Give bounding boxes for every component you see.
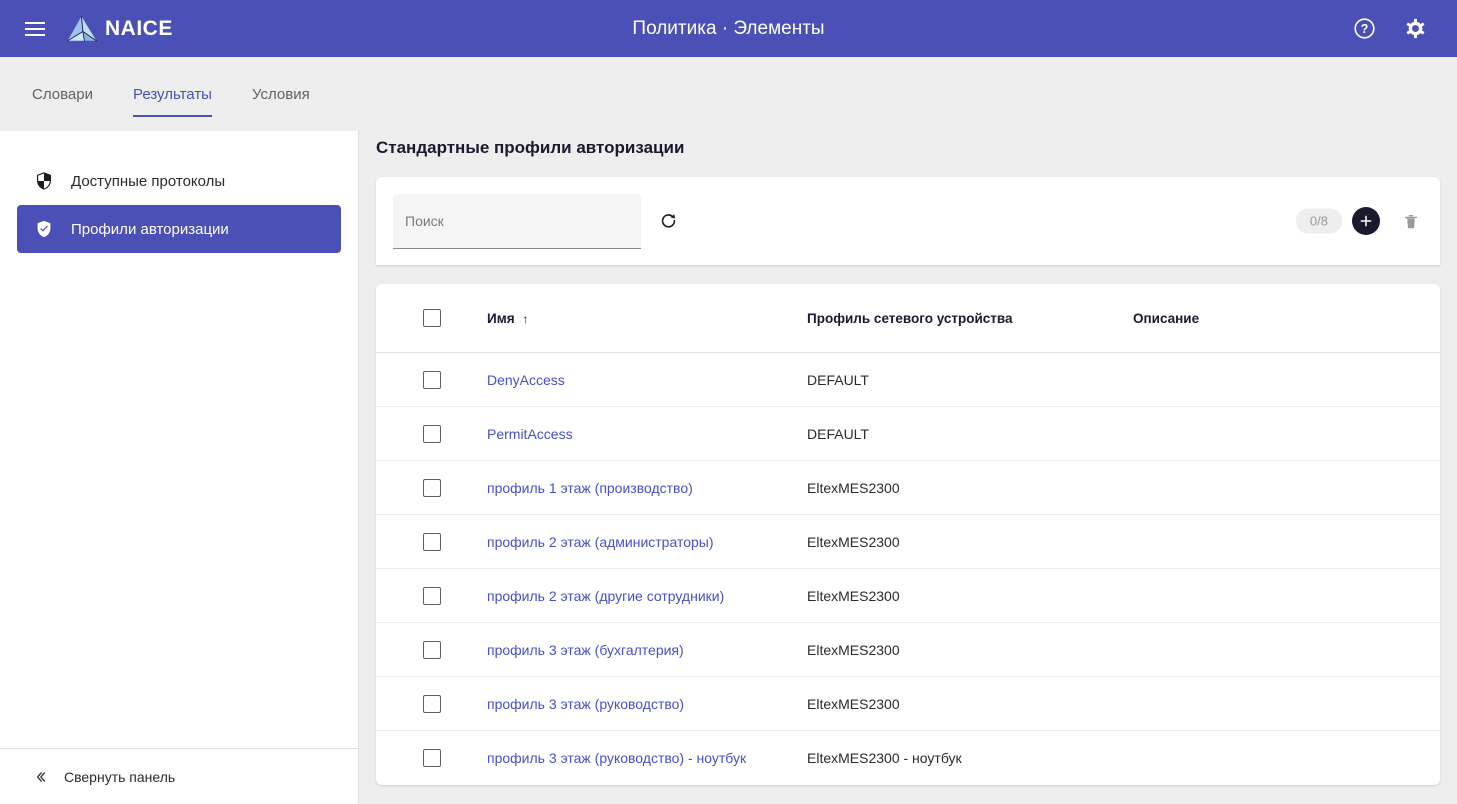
svg-text:?: ? bbox=[1361, 22, 1369, 36]
